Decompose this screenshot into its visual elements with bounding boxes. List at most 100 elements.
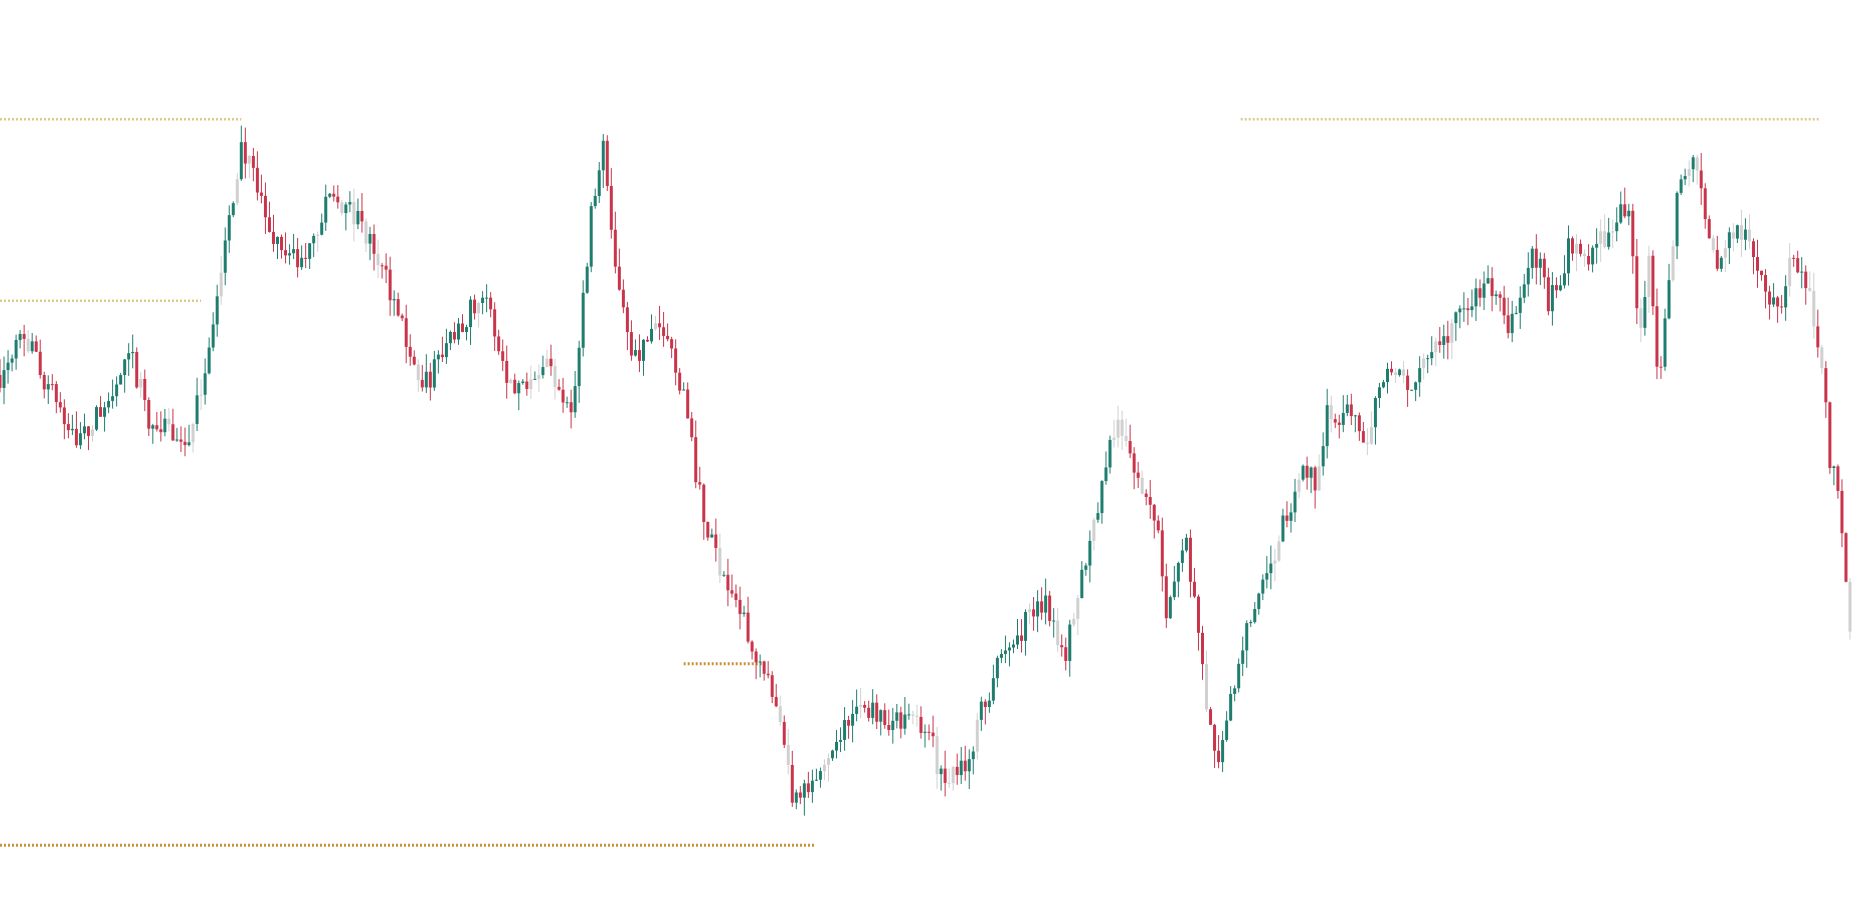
candle bbox=[505, 345, 509, 399]
candle bbox=[54, 381, 58, 414]
candle bbox=[1832, 465, 1836, 486]
candle bbox=[1289, 503, 1293, 533]
candle bbox=[903, 697, 907, 735]
candle bbox=[1743, 218, 1747, 251]
candle bbox=[456, 318, 460, 345]
candle bbox=[1196, 594, 1200, 651]
candle bbox=[340, 200, 344, 216]
candle bbox=[529, 365, 533, 399]
candle bbox=[255, 151, 259, 201]
candle bbox=[762, 660, 766, 681]
candle bbox=[629, 320, 633, 361]
candle bbox=[1731, 223, 1735, 252]
candle bbox=[1092, 517, 1096, 551]
candle bbox=[151, 423, 155, 444]
candle bbox=[1482, 271, 1486, 310]
candle bbox=[822, 759, 826, 780]
candle bbox=[794, 789, 798, 810]
candle bbox=[561, 377, 565, 413]
candle bbox=[806, 771, 810, 798]
candle bbox=[1176, 561, 1180, 598]
candle bbox=[1768, 285, 1772, 320]
candle bbox=[1639, 298, 1643, 343]
candle bbox=[662, 312, 666, 347]
candle bbox=[1377, 382, 1381, 408]
candle bbox=[22, 324, 26, 357]
candle bbox=[1132, 447, 1136, 490]
candle bbox=[18, 330, 22, 349]
candle bbox=[376, 239, 380, 278]
candle bbox=[131, 334, 135, 369]
candle bbox=[1398, 368, 1402, 377]
candle bbox=[959, 747, 963, 784]
candle bbox=[288, 244, 292, 265]
candle bbox=[336, 185, 340, 209]
candle bbox=[276, 236, 279, 260]
candle bbox=[1619, 191, 1623, 225]
candle bbox=[408, 334, 412, 366]
candle bbox=[1655, 288, 1659, 380]
candle bbox=[1530, 245, 1534, 279]
candle bbox=[1635, 239, 1639, 325]
candle bbox=[867, 700, 871, 722]
candle bbox=[1647, 245, 1651, 313]
candle bbox=[497, 329, 501, 355]
candle bbox=[1124, 418, 1128, 447]
candle bbox=[119, 372, 123, 385]
candle bbox=[1792, 254, 1796, 267]
candle bbox=[1148, 479, 1152, 519]
candle bbox=[368, 226, 372, 261]
candle bbox=[292, 233, 296, 260]
candle bbox=[923, 724, 927, 748]
candle bbox=[183, 427, 187, 457]
candle bbox=[1221, 730, 1225, 773]
candle bbox=[887, 709, 891, 736]
candle bbox=[706, 521, 710, 541]
candle bbox=[1756, 239, 1759, 288]
candle bbox=[871, 689, 875, 725]
candle bbox=[384, 253, 388, 284]
candle bbox=[412, 350, 416, 366]
candle bbox=[895, 703, 899, 729]
candle bbox=[573, 370, 577, 418]
candle bbox=[674, 339, 678, 386]
candle bbox=[650, 314, 654, 344]
candle bbox=[1164, 563, 1168, 628]
candle bbox=[991, 664, 995, 705]
candle bbox=[1317, 454, 1321, 492]
candle bbox=[911, 710, 915, 725]
candle bbox=[1715, 235, 1719, 272]
candle bbox=[312, 233, 316, 258]
candle bbox=[86, 425, 90, 451]
candle bbox=[436, 350, 440, 374]
candle bbox=[835, 730, 839, 759]
candle bbox=[432, 350, 436, 391]
candle bbox=[1168, 595, 1172, 620]
candle bbox=[1667, 263, 1671, 320]
candle bbox=[678, 368, 682, 395]
candle bbox=[766, 661, 770, 679]
candle bbox=[1683, 168, 1687, 186]
candle bbox=[461, 314, 464, 333]
candle bbox=[1591, 245, 1595, 273]
candle bbox=[1281, 508, 1285, 543]
candle bbox=[352, 188, 356, 242]
candle bbox=[135, 347, 139, 389]
candle bbox=[1490, 267, 1494, 312]
candle bbox=[1213, 723, 1217, 769]
candle bbox=[641, 339, 645, 376]
candle bbox=[1526, 252, 1530, 297]
candle bbox=[1764, 269, 1768, 309]
candle bbox=[2, 356, 6, 405]
candle bbox=[589, 202, 593, 273]
candle bbox=[1011, 639, 1015, 654]
candle bbox=[1032, 596, 1036, 631]
candle bbox=[1192, 567, 1196, 599]
candle bbox=[477, 301, 481, 328]
candle bbox=[851, 700, 855, 743]
candle bbox=[646, 336, 649, 343]
candle bbox=[115, 376, 119, 407]
candle bbox=[770, 671, 774, 704]
candle bbox=[1450, 319, 1454, 360]
candle bbox=[730, 574, 734, 598]
